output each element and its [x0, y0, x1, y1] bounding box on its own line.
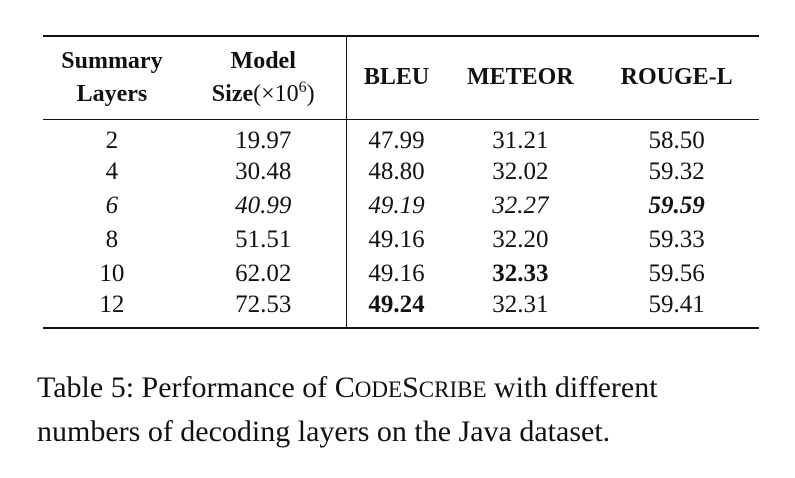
cell-rouge: 59.41	[648, 290, 705, 318]
cell-size: 62.02	[180, 256, 347, 291]
caption-text-before: Performance of	[141, 371, 328, 404]
cell-bleu: 48.80	[368, 157, 425, 185]
cell-meteor: 32.02	[492, 157, 549, 185]
caption-label: Table 5:	[37, 371, 135, 404]
cell-bleu: 49.16	[368, 259, 425, 287]
header-bleu: BLEU	[346, 36, 447, 120]
cell-bleu-best: 49.24	[368, 290, 425, 318]
cell-bleu: 47.99	[368, 126, 425, 154]
cell-rouge-best: 59.59	[648, 191, 705, 219]
table-row-selected: 6 40.99 49.19 32.27 59.59	[43, 188, 759, 223]
header-meteor: METEOR	[446, 36, 595, 120]
cell-bleu: 49.16	[368, 225, 425, 253]
header-summary-layers: Summary Layers	[43, 36, 181, 120]
caption-text-after: with different numbers of decoding layer…	[37, 371, 658, 448]
table-row: 8 51.51 49.16 32.20 59.33	[43, 222, 759, 257]
header-model-size: Model Size(×106)	[180, 36, 347, 120]
table-row: 12 72.53 49.24 32.31 59.41	[43, 290, 759, 328]
cell-size: 40.99	[180, 188, 347, 223]
size-unit: (×106)	[253, 78, 315, 107]
cell-meteor-best: 32.33	[492, 259, 549, 287]
cell-layers: 4	[105, 157, 119, 185]
cell-rouge: 59.33	[648, 225, 705, 253]
cell-meteor: 31.21	[492, 126, 549, 154]
cell-layers: 8	[105, 225, 119, 253]
cell-size: 51.51	[180, 222, 347, 257]
cell-rouge: 59.56	[648, 259, 705, 287]
table-row: 4 30.48 48.80 32.02 59.32	[43, 154, 759, 189]
cell-layers: 6	[105, 191, 119, 219]
table-caption: Table 5: Performance of CODESCRIBE with …	[37, 367, 767, 453]
cell-size: 30.48	[180, 154, 347, 189]
model-name: CODESCRIBE	[334, 371, 487, 404]
table-header-row: Summary Layers Model Size(×106) BLEU MET…	[43, 36, 759, 120]
cell-meteor: 32.20	[492, 225, 549, 253]
cell-meteor: 32.31	[492, 290, 549, 318]
cell-layers: 2	[105, 126, 119, 154]
cell-layers: 10	[99, 259, 125, 287]
cell-layers: 12	[99, 290, 125, 318]
cell-size: 72.53	[180, 290, 347, 328]
cell-meteor: 32.27	[492, 191, 549, 219]
cell-bleu: 49.19	[368, 191, 425, 219]
cell-rouge: 59.32	[648, 157, 705, 185]
table-row: 10 62.02 49.16 32.33 59.56	[43, 256, 759, 291]
cell-size: 19.97	[180, 119, 347, 155]
cell-rouge: 58.50	[648, 126, 705, 154]
results-table-container: Summary Layers Model Size(×106) BLEU MET…	[43, 35, 759, 329]
results-table: Summary Layers Model Size(×106) BLEU MET…	[43, 35, 759, 329]
table-row: 2 19.97 47.99 31.21 58.50	[43, 119, 759, 155]
header-rouge-l: ROUGE-L	[594, 36, 759, 120]
